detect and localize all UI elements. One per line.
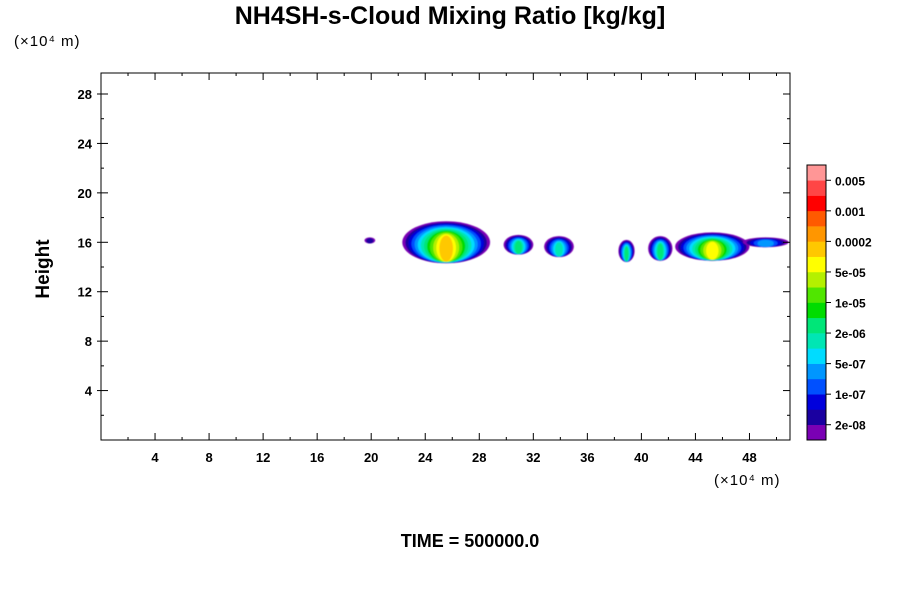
colorbar-label: 2e-06: [835, 327, 866, 341]
cloud-patch: [618, 239, 635, 263]
cloud-contour: [514, 240, 523, 254]
x-tick-label: 4: [151, 450, 159, 465]
colorbar-swatch: [807, 165, 826, 181]
x-axis-unit: (×10⁴ m): [714, 472, 781, 489]
cloud-contour: [757, 239, 774, 247]
y-tick-label: 20: [78, 186, 92, 201]
y-tick-label: 12: [78, 285, 92, 300]
x-tick-label: 20: [364, 450, 378, 465]
colorbar-swatch: [807, 195, 826, 212]
colorbar-label: 5e-07: [835, 358, 866, 372]
x-tick-label: 28: [472, 450, 486, 465]
x-tick-label: 48: [742, 450, 756, 465]
time-label: TIME = 500000.0: [400, 531, 540, 551]
x-tick-label: 44: [688, 450, 703, 465]
plot-frame: [100, 72, 791, 441]
colorbar-swatch: [807, 256, 826, 273]
colorbar-swatch: [807, 378, 826, 395]
cloud-field: [364, 221, 789, 264]
colorbar-swatch: [807, 287, 826, 303]
colorbar-swatch: [807, 317, 826, 334]
colorbar-swatch: [807, 241, 826, 257]
colorbar-swatch: [807, 394, 826, 410]
colorbar-label: 0.0002: [835, 235, 872, 249]
x-tick-label: 12: [256, 450, 270, 465]
cloud-contour: [554, 242, 563, 257]
x-tick-label: 40: [634, 450, 648, 465]
colorbar-label: 1e-07: [835, 388, 866, 402]
cloud-patch: [364, 237, 376, 244]
y-tick-label: 28: [78, 87, 92, 102]
colorbar-swatch: [807, 271, 826, 288]
colorbar-swatch: [807, 180, 826, 196]
cloud-patch: [742, 237, 789, 248]
x-tick-label: 36: [580, 450, 594, 465]
chart-title: NH4SH-s-Cloud Mixing Ratio [kg/kg]: [234, 2, 666, 30]
colorbar-label: 5e-05: [835, 266, 866, 280]
colorbar-label: 1e-05: [835, 297, 866, 311]
colorbar-swatch: [807, 302, 826, 319]
cloud-patch: [648, 236, 673, 261]
cloud-patch: [675, 232, 750, 261]
colorbar-swatch: [807, 226, 826, 242]
colorbar-swatch: [807, 409, 826, 426]
y-tick-label: 16: [78, 235, 92, 250]
x-tick-label: 8: [205, 450, 212, 465]
colorbar-swatch: [807, 348, 826, 364]
x-tick-label: 16: [310, 450, 324, 465]
y-tick-label: 24: [78, 136, 93, 151]
colorbar-label: 0.001: [835, 205, 865, 219]
cloud-contour: [706, 241, 719, 260]
cloud-patch: [402, 221, 491, 264]
y-tick-label: 8: [85, 334, 92, 349]
cloud-contour: [439, 235, 453, 262]
colorbar-swatch: [807, 210, 826, 227]
colorbar-swatch: [807, 363, 826, 380]
cloud-contour: [366, 238, 374, 244]
y-axis-unit: (×10⁴ m): [14, 33, 81, 50]
colorbar: 2e-08 1e-07 5e-07 2e-06 1e-05 5e-05 0.0002 0.00…: [806, 164, 872, 441]
cloud-patch: [544, 236, 574, 258]
cloud-contour: [657, 243, 664, 260]
x-tick-label: 32: [526, 450, 540, 465]
x-tick-label: 24: [418, 450, 433, 465]
colorbar-label: 0.005: [835, 174, 865, 188]
colorbar-swatch: [807, 424, 826, 441]
colorbar-label: 2e-08: [835, 419, 866, 433]
colorbar-swatch: [807, 333, 826, 349]
cloud-contour: [624, 246, 629, 262]
y-tick-label: 4: [85, 384, 93, 399]
cloud-patch: [503, 234, 534, 255]
